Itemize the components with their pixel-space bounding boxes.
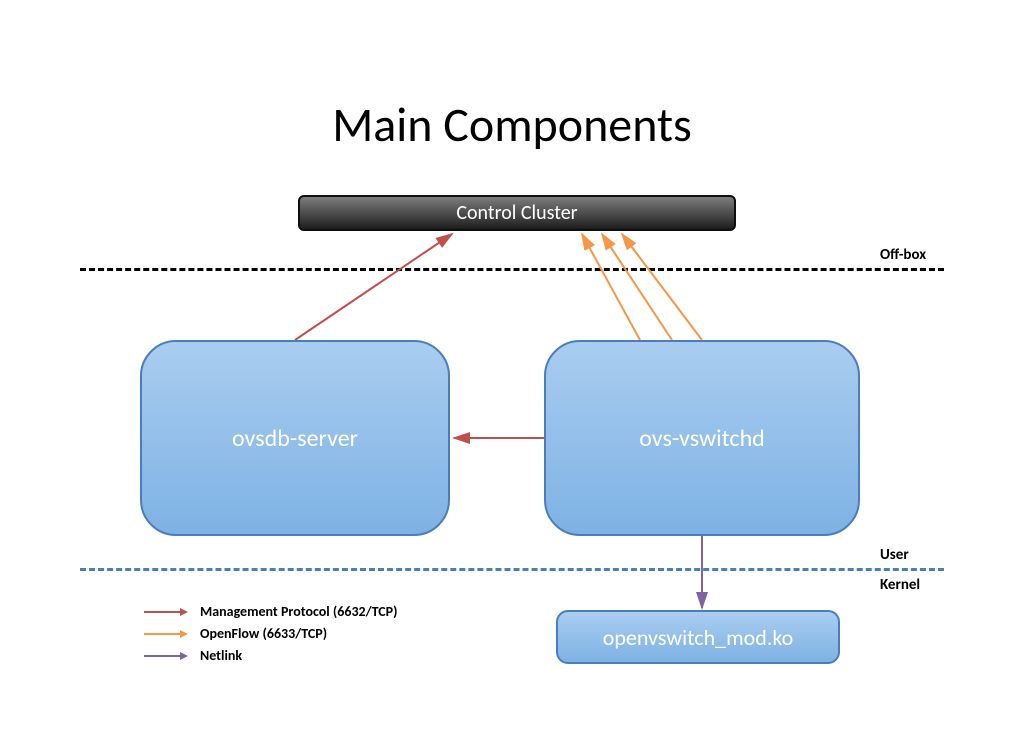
legend-item: Netlink bbox=[142, 644, 398, 666]
legend-label: Management Protocol (6632/TCP) bbox=[200, 603, 398, 620]
legend-item: Management Protocol (6632/TCP) bbox=[142, 600, 398, 622]
divider-user-kernel bbox=[80, 568, 944, 571]
node-control-cluster: Control Cluster bbox=[298, 195, 736, 231]
legend-label: Netlink bbox=[200, 647, 242, 664]
node-label: ovsdb-server bbox=[232, 424, 358, 453]
node-label: Control Cluster bbox=[456, 201, 577, 225]
node-ovs-vswitchd: ovs-vswitchd bbox=[544, 340, 860, 536]
title-text: Main Components bbox=[332, 95, 692, 154]
node-label: openvswitch_mod.ko bbox=[603, 624, 793, 651]
legend-label: OpenFlow (6633/TCP) bbox=[200, 625, 327, 642]
legend-arrow-icon bbox=[142, 605, 190, 617]
legend-arrow-icon bbox=[142, 649, 190, 661]
node-ovsdb-server: ovsdb-server bbox=[140, 340, 450, 536]
legend-arrow-icon bbox=[142, 627, 190, 639]
label-kernel: Kernel bbox=[880, 576, 920, 594]
label-user: User bbox=[880, 546, 909, 564]
divider-offbox bbox=[80, 268, 944, 271]
diagram-title: Main Components bbox=[0, 95, 1024, 154]
legend: Management Protocol (6632/TCP) OpenFlow … bbox=[142, 600, 398, 666]
label-offbox: Off-box bbox=[880, 246, 926, 264]
node-openvswitch-mod: openvswitch_mod.ko bbox=[556, 610, 840, 664]
legend-item: OpenFlow (6633/TCP) bbox=[142, 622, 398, 644]
node-label: ovs-vswitchd bbox=[639, 424, 765, 453]
